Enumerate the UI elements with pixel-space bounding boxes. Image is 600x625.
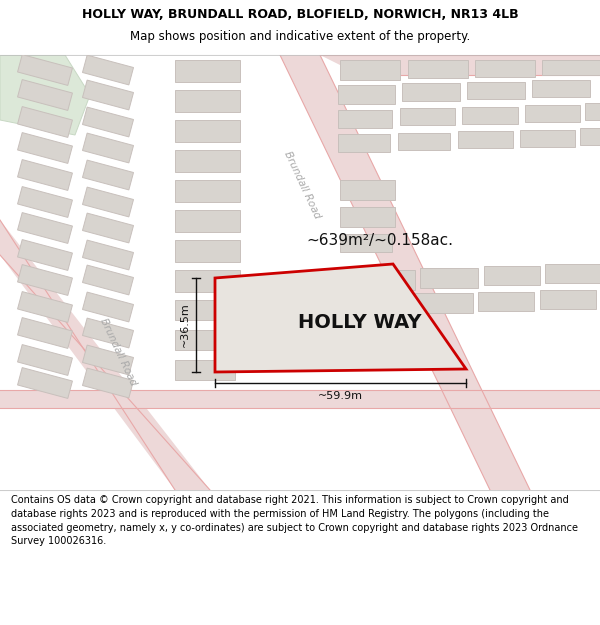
Polygon shape — [400, 108, 455, 125]
Polygon shape — [82, 345, 134, 375]
Polygon shape — [17, 292, 73, 322]
Polygon shape — [17, 79, 73, 111]
Polygon shape — [17, 264, 73, 296]
Polygon shape — [82, 265, 134, 295]
Polygon shape — [17, 107, 73, 138]
Polygon shape — [0, 220, 210, 490]
Polygon shape — [175, 180, 240, 202]
Polygon shape — [175, 360, 235, 380]
Polygon shape — [17, 159, 73, 191]
Polygon shape — [350, 270, 415, 290]
Polygon shape — [175, 210, 240, 232]
Polygon shape — [175, 300, 235, 320]
Text: Map shows position and indicative extent of the property.: Map shows position and indicative extent… — [130, 30, 470, 43]
Text: ~36.5m: ~36.5m — [180, 302, 190, 348]
Polygon shape — [17, 132, 73, 163]
Polygon shape — [340, 234, 392, 252]
Polygon shape — [0, 390, 600, 408]
Polygon shape — [82, 213, 134, 243]
Polygon shape — [338, 134, 390, 152]
Polygon shape — [484, 266, 540, 285]
Polygon shape — [82, 368, 134, 398]
Polygon shape — [17, 368, 73, 398]
Polygon shape — [420, 268, 478, 288]
Polygon shape — [348, 295, 410, 315]
Polygon shape — [82, 160, 134, 190]
Polygon shape — [82, 292, 134, 322]
Polygon shape — [82, 187, 134, 217]
Polygon shape — [478, 292, 534, 311]
Polygon shape — [585, 103, 600, 120]
Polygon shape — [545, 264, 600, 283]
Polygon shape — [542, 60, 600, 75]
Polygon shape — [320, 55, 600, 75]
Polygon shape — [458, 131, 513, 148]
Polygon shape — [175, 150, 240, 172]
Polygon shape — [520, 130, 575, 147]
Polygon shape — [82, 240, 134, 270]
Text: ~59.9m: ~59.9m — [318, 391, 363, 401]
Polygon shape — [338, 85, 395, 104]
Polygon shape — [532, 80, 590, 97]
Polygon shape — [175, 120, 240, 142]
Text: HOLLY WAY: HOLLY WAY — [298, 312, 422, 331]
Polygon shape — [215, 264, 466, 372]
Polygon shape — [340, 180, 395, 200]
Polygon shape — [408, 60, 468, 78]
Polygon shape — [280, 55, 530, 490]
Text: Contains OS data © Crown copyright and database right 2021. This information is : Contains OS data © Crown copyright and d… — [11, 496, 578, 546]
Polygon shape — [17, 318, 73, 348]
Polygon shape — [175, 90, 240, 112]
Polygon shape — [175, 60, 240, 82]
Polygon shape — [467, 82, 525, 99]
Polygon shape — [340, 207, 395, 227]
Polygon shape — [340, 60, 400, 80]
Polygon shape — [175, 270, 240, 292]
Polygon shape — [17, 344, 73, 376]
Polygon shape — [475, 60, 535, 77]
Polygon shape — [338, 110, 392, 128]
Text: ~639m²/~0.158ac.: ~639m²/~0.158ac. — [307, 232, 454, 248]
Polygon shape — [82, 107, 134, 137]
Polygon shape — [17, 213, 73, 243]
Polygon shape — [82, 80, 134, 110]
Polygon shape — [82, 133, 134, 163]
Polygon shape — [17, 187, 73, 218]
Polygon shape — [17, 54, 73, 86]
Text: HOLLY WAY, BRUNDALL ROAD, BLOFIELD, NORWICH, NR13 4LB: HOLLY WAY, BRUNDALL ROAD, BLOFIELD, NORW… — [82, 8, 518, 21]
Polygon shape — [540, 290, 596, 309]
Polygon shape — [175, 330, 235, 350]
Polygon shape — [580, 128, 600, 145]
Polygon shape — [175, 240, 240, 262]
Polygon shape — [17, 239, 73, 271]
Polygon shape — [82, 55, 134, 85]
Polygon shape — [82, 318, 134, 348]
Polygon shape — [0, 55, 90, 135]
Polygon shape — [462, 107, 518, 124]
Text: Brundall Road: Brundall Road — [282, 150, 322, 220]
Polygon shape — [398, 133, 450, 150]
Polygon shape — [402, 83, 460, 101]
Polygon shape — [415, 293, 473, 313]
Text: Brundall Road: Brundall Road — [98, 317, 138, 388]
Polygon shape — [525, 105, 580, 122]
